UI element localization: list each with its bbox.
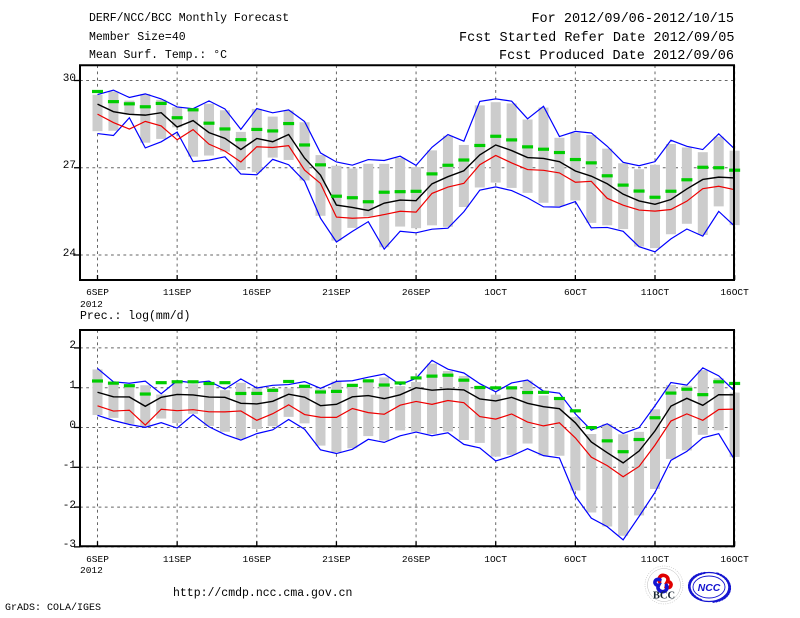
svg-text:NCC: NCC	[698, 582, 721, 594]
svg-text:BCC: BCC	[653, 591, 675, 602]
